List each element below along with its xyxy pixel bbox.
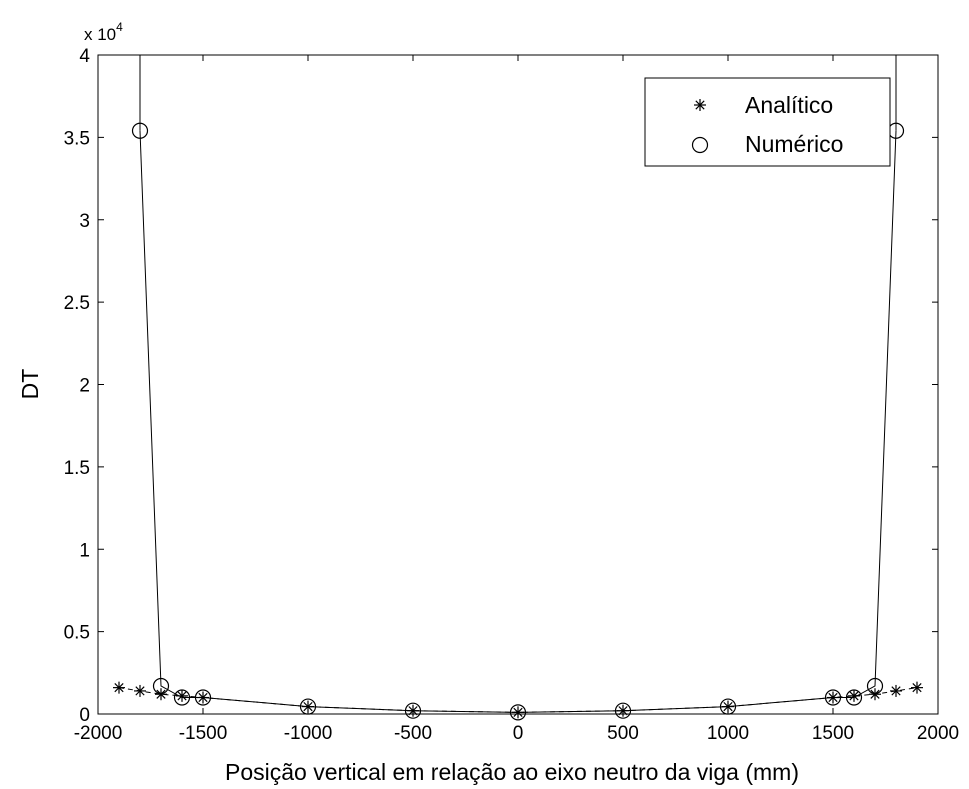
x-tick-label: -1000	[284, 723, 333, 744]
numerico-point	[509, 704, 527, 721]
y-axis-label: DT	[17, 369, 43, 400]
x-tick-label: 0	[513, 723, 524, 744]
legend-star-icon	[694, 99, 706, 111]
y-tick-label: 0.5	[64, 623, 90, 644]
analitico-point	[134, 684, 146, 697]
numerico-point	[404, 702, 422, 719]
numerico-point	[845, 689, 863, 706]
analitico-point	[911, 681, 923, 694]
x-tick-label: 2000	[917, 723, 959, 744]
y-axis-exponent-power: 4	[116, 20, 123, 34]
y-tick-label: 2	[79, 376, 90, 397]
analitico-point	[869, 688, 881, 701]
numerico-point	[173, 689, 191, 706]
numerico-point	[194, 689, 212, 706]
y-tick-label: 1	[79, 540, 90, 561]
y-tick-label: 3.5	[64, 128, 90, 149]
x-tick-label: 500	[607, 723, 639, 744]
analitico-point	[113, 681, 125, 694]
numerico-point	[866, 677, 884, 695]
y-axis-exponent: x 104	[84, 20, 123, 44]
legend-label-numerico: Numérico	[745, 131, 843, 157]
x-tick-label: -2000	[74, 723, 123, 744]
analitico-point	[155, 688, 167, 701]
numerico-point	[299, 698, 317, 715]
numerico-point	[131, 122, 149, 139]
y-tick-label: 3	[79, 211, 90, 232]
series-numerico	[131, 122, 905, 721]
numerico-point	[152, 677, 170, 695]
x-tick-label: 1000	[707, 723, 749, 744]
legend-marker-numerico	[691, 136, 709, 154]
legend-circle-icon	[691, 136, 709, 154]
x-axis-label: Posição vertical em relação ao eixo neut…	[225, 759, 799, 785]
legend-marker-analitico	[694, 99, 706, 111]
y-tick-label: 0	[79, 705, 90, 726]
legend-box	[644, 77, 891, 167]
numerico-point	[719, 698, 737, 715]
numerico-point	[614, 702, 632, 719]
x-tick-label: 1500	[812, 723, 854, 744]
numerico-point	[824, 689, 842, 706]
y-tick-label: 4	[79, 46, 90, 67]
analitico-point	[890, 684, 902, 697]
y-tick-label: 2.5	[64, 293, 90, 314]
legend-label-analitico: Analítico	[745, 92, 833, 118]
legend: Analítico Numérico	[644, 77, 891, 167]
y-tick-label: 1.5	[64, 458, 90, 479]
series-line	[139, 130, 897, 713]
x-tick-label: -500	[394, 723, 432, 744]
x-tick-label: -1500	[179, 723, 228, 744]
